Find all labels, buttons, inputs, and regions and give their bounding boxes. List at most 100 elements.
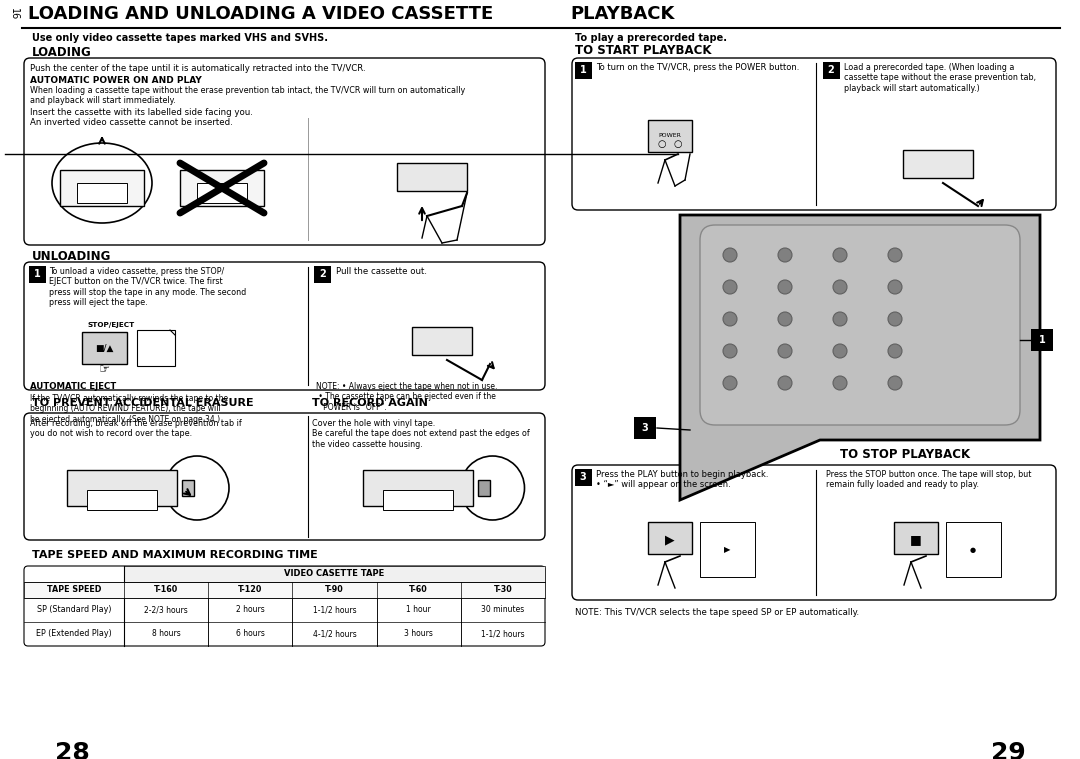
Circle shape <box>723 376 737 390</box>
Text: PLAYBACK: PLAYBACK <box>570 5 674 23</box>
Text: To turn on the TV/VCR, press the POWER button.: To turn on the TV/VCR, press the POWER b… <box>596 63 799 72</box>
Bar <box>137 330 175 366</box>
Bar <box>77 183 127 203</box>
Text: To unload a video cassette, press the STOP/
EJECT button on the TV/VCR twice. Th: To unload a video cassette, press the ST… <box>49 267 246 307</box>
Text: 1 hour: 1 hour <box>406 606 431 615</box>
Text: ○: ○ <box>658 139 666 149</box>
Text: Insert the cassette with its labelled side facing you.
An inverted video cassett: Insert the cassette with its labelled si… <box>30 108 253 128</box>
Text: 3: 3 <box>642 423 648 433</box>
Text: To play a prerecorded tape.: To play a prerecorded tape. <box>575 33 727 43</box>
Circle shape <box>226 188 242 204</box>
Circle shape <box>778 280 792 294</box>
Circle shape <box>778 376 792 390</box>
Bar <box>314 266 330 282</box>
Circle shape <box>888 344 902 358</box>
Bar <box>60 170 144 206</box>
Bar <box>634 417 656 439</box>
Text: 1-1/2 hours: 1-1/2 hours <box>313 606 356 615</box>
Text: AUTOMATIC EJECT: AUTOMATIC EJECT <box>30 382 117 391</box>
Bar <box>183 480 194 496</box>
Circle shape <box>723 312 737 326</box>
Bar <box>363 470 473 506</box>
Text: 1: 1 <box>33 269 40 279</box>
Text: 2 hours: 2 hours <box>235 606 265 615</box>
Text: LOADING: LOADING <box>32 46 92 59</box>
Bar <box>24 582 545 598</box>
Circle shape <box>778 248 792 262</box>
Text: TO PREVENT ACCIDENTAL ERASURE: TO PREVENT ACCIDENTAL ERASURE <box>32 398 254 408</box>
Text: Push the center of the tape until it is automatically retracted into the TV/VCR.: Push the center of the tape until it is … <box>30 64 366 73</box>
Text: AUTOMATIC POWER ON AND PLAY: AUTOMATIC POWER ON AND PLAY <box>30 76 202 85</box>
Bar <box>575 61 592 78</box>
Circle shape <box>82 188 98 204</box>
Circle shape <box>106 188 122 204</box>
Text: 16: 16 <box>9 8 19 20</box>
Text: 8 hours: 8 hours <box>151 629 180 638</box>
Text: ●: ● <box>970 547 976 553</box>
Text: 28: 28 <box>55 741 90 759</box>
Bar <box>477 480 489 496</box>
Text: Press the STOP button once. The tape will stop, but
remain fully loaded and read: Press the STOP button once. The tape wil… <box>826 470 1031 490</box>
Circle shape <box>833 280 847 294</box>
Text: 2: 2 <box>319 269 326 279</box>
Bar <box>903 150 973 178</box>
Text: VIDEO CASETTE TAPE: VIDEO CASETTE TAPE <box>284 569 384 578</box>
FancyBboxPatch shape <box>700 225 1020 425</box>
Text: Load a prerecorded tape. (When loading a
cassette tape without the erase prevent: Load a prerecorded tape. (When loading a… <box>843 63 1036 93</box>
Text: 6 hours: 6 hours <box>235 629 265 638</box>
Bar <box>411 327 472 355</box>
Text: T-60: T-60 <box>409 585 428 594</box>
Text: ■: ■ <box>910 534 922 546</box>
Text: When loading a cassette tape without the erase prevention tab intact, the TV/VCR: When loading a cassette tape without the… <box>30 86 465 106</box>
Text: 30 minutes: 30 minutes <box>482 606 525 615</box>
Text: NOTE: This TV/VCR selects the tape speed SP or EP automatically.: NOTE: This TV/VCR selects the tape speed… <box>575 608 859 617</box>
Text: TO START PLAYBACK: TO START PLAYBACK <box>575 44 712 57</box>
Bar <box>397 163 467 191</box>
Bar <box>648 120 692 152</box>
Text: 1-1/2 hours: 1-1/2 hours <box>481 629 525 638</box>
Text: T-120: T-120 <box>238 585 262 594</box>
Bar <box>180 170 264 206</box>
Bar <box>87 490 157 510</box>
Circle shape <box>723 280 737 294</box>
Bar <box>197 183 247 203</box>
Polygon shape <box>680 215 1040 500</box>
Circle shape <box>888 376 902 390</box>
Text: If the TV/VCR automatically rewinds the tape to the
beginning (AUTO REWIND FEATU: If the TV/VCR automatically rewinds the … <box>30 394 228 424</box>
Text: SP (Standard Play): SP (Standard Play) <box>37 606 111 615</box>
Text: LOADING AND UNLOADING A VIDEO CASSETTE: LOADING AND UNLOADING A VIDEO CASSETTE <box>28 5 494 23</box>
Circle shape <box>833 376 847 390</box>
Bar <box>648 522 692 554</box>
Text: ■/▲: ■/▲ <box>95 344 113 352</box>
Text: 4-1/2 hours: 4-1/2 hours <box>312 629 356 638</box>
Text: STOP/EJECT: STOP/EJECT <box>87 322 134 328</box>
Circle shape <box>833 344 847 358</box>
Bar <box>382 490 453 510</box>
Text: 1: 1 <box>1039 335 1045 345</box>
Text: 3: 3 <box>580 472 586 482</box>
Circle shape <box>833 312 847 326</box>
Text: Use only video cassette tapes marked VHS and SVHS.: Use only video cassette tapes marked VHS… <box>32 33 328 43</box>
Text: Press the PLAY button to begin playback.
• “►” will appear on the screen.: Press the PLAY button to begin playback.… <box>596 470 769 490</box>
Bar <box>575 468 592 486</box>
Bar <box>946 522 1001 577</box>
FancyBboxPatch shape <box>24 262 545 390</box>
Text: TAPE SPEED AND MAXIMUM RECORDING TIME: TAPE SPEED AND MAXIMUM RECORDING TIME <box>32 550 318 560</box>
Text: TO STOP PLAYBACK: TO STOP PLAYBACK <box>840 448 971 461</box>
Bar <box>28 266 45 282</box>
Bar <box>124 566 545 582</box>
Circle shape <box>888 248 902 262</box>
Text: ☞: ☞ <box>98 364 110 376</box>
Text: Pull the cassette out.: Pull the cassette out. <box>336 267 427 276</box>
Circle shape <box>888 312 902 326</box>
Circle shape <box>778 344 792 358</box>
Text: ▶: ▶ <box>724 546 730 555</box>
Bar <box>82 332 127 364</box>
Circle shape <box>723 344 737 358</box>
Text: 1: 1 <box>580 65 586 75</box>
Bar <box>1031 329 1053 351</box>
Text: TAPE SPEED: TAPE SPEED <box>46 585 102 594</box>
Text: After recording, break off the erase prevention tab if
you do not wish to record: After recording, break off the erase pre… <box>30 419 242 439</box>
Circle shape <box>833 248 847 262</box>
Text: T-30: T-30 <box>494 585 512 594</box>
